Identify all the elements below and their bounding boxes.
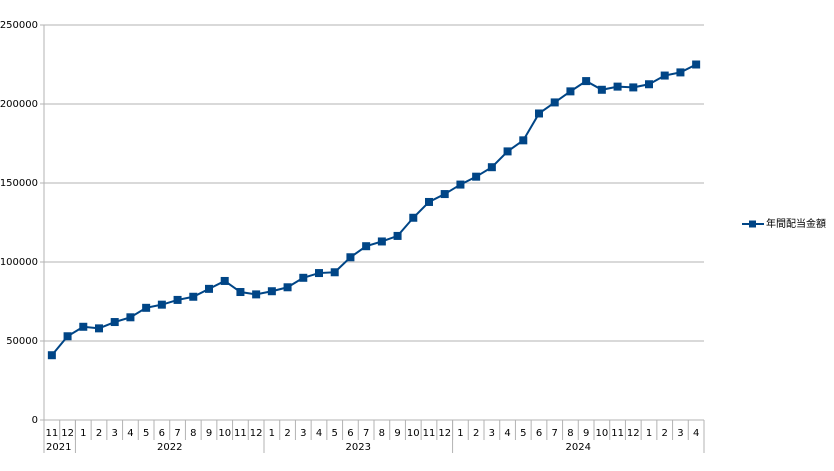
x-tick-label: 3 [677,428,683,439]
x-tick-label: 12 [438,428,451,439]
x-tick-label: 11 [423,428,436,439]
x-tick-label: 9 [583,428,589,439]
x-tick-label: 2 [284,428,290,439]
point-marker [550,98,559,107]
point-marker [582,77,591,86]
point-marker [425,197,433,206]
x-tick-label: 4 [127,428,133,439]
x-tick-label: 12 [627,428,640,439]
point-marker [566,87,575,96]
x-tick-label: 5 [520,428,526,439]
x-tick-label: 12 [250,428,263,439]
x-tick-label: 8 [379,428,385,439]
x-tick-label: 8 [567,428,573,439]
point-marker [95,324,103,333]
point-marker [692,60,701,69]
x-tick-label: 2 [662,428,668,439]
point-marker [267,287,276,296]
legend-marker [749,220,756,228]
point-marker [47,351,56,360]
x-tick-label: 9 [394,428,400,439]
x-group-label: 2023 [346,442,371,453]
point-marker [472,172,481,181]
x-tick-label: 2 [473,428,479,439]
x-tick-label: 11 [234,428,247,439]
point-marker [220,276,229,285]
x-tick-label: 11 [611,428,624,439]
point-marker [519,136,528,145]
x-tick-label: 2 [96,428,102,439]
x-tick-label: 5 [143,428,149,439]
point-marker [409,213,418,222]
y-tick-label: 250000 [0,20,38,31]
point-marker [629,83,638,92]
point-marker [613,82,622,91]
x-tick-label: 7 [552,428,558,439]
point-marker [487,163,496,172]
x-tick-label: 1 [646,428,652,439]
x-tick-label: 3 [112,428,118,439]
x-tick-label: 6 [159,428,165,439]
point-marker [346,253,355,262]
x-tick-label: 11 [45,428,58,439]
x-group-label: 2022 [157,442,182,453]
point-marker [205,284,213,293]
point-marker [189,292,198,301]
y-tick-label: 100000 [0,257,38,268]
point-marker [440,190,449,199]
y-tick-label: 50000 [6,336,38,347]
x-tick-label: 4 [693,428,699,439]
point-marker [362,242,371,251]
point-marker [315,269,323,278]
x-tick-label: 6 [347,428,353,439]
x-tick-label: 10 [595,428,608,439]
point-marker [299,273,308,282]
x-tick-label: 7 [174,428,180,439]
x-tick-label: 1 [269,428,275,439]
x-group-label: 2024 [566,442,591,453]
point-marker [377,237,386,246]
x-tick-label: 7 [363,428,369,439]
point-marker [456,180,465,189]
point-marker [393,231,402,240]
point-marker [330,268,339,277]
x-group-label: 2021 [46,442,71,453]
point-marker [157,300,166,309]
y-tick-label: 150000 [0,178,38,189]
point-marker [645,80,653,89]
x-tick-label: 10 [407,428,420,439]
point-marker [597,85,606,94]
point-marker [79,322,88,331]
x-tick-label: 1 [457,428,463,439]
point-marker [173,295,182,304]
y-tick-label: 0 [32,415,38,426]
point-marker [503,147,512,156]
x-tick-label: 6 [536,428,542,439]
point-marker [110,318,119,327]
x-tick-label: 3 [300,428,306,439]
x-tick-label: 5 [332,428,338,439]
point-marker [676,68,685,77]
point-marker [126,313,135,322]
point-marker [142,303,151,312]
x-tick-label: 10 [218,428,231,439]
point-marker [252,290,261,299]
x-tick-label: 9 [206,428,212,439]
y-tick-label: 200000 [0,99,38,110]
x-tick-label: 3 [489,428,495,439]
x-tick-label: 8 [190,428,196,439]
legend-label: 年間配当金額 [766,217,826,230]
point-marker [535,109,543,118]
x-tick-label: 1 [80,428,86,439]
point-marker [236,288,245,297]
x-tick-label: 4 [504,428,510,439]
x-tick-label: 4 [316,428,322,439]
point-marker [63,332,72,341]
point-marker [660,71,669,80]
point-marker [283,283,292,292]
x-tick-label: 12 [61,428,74,439]
